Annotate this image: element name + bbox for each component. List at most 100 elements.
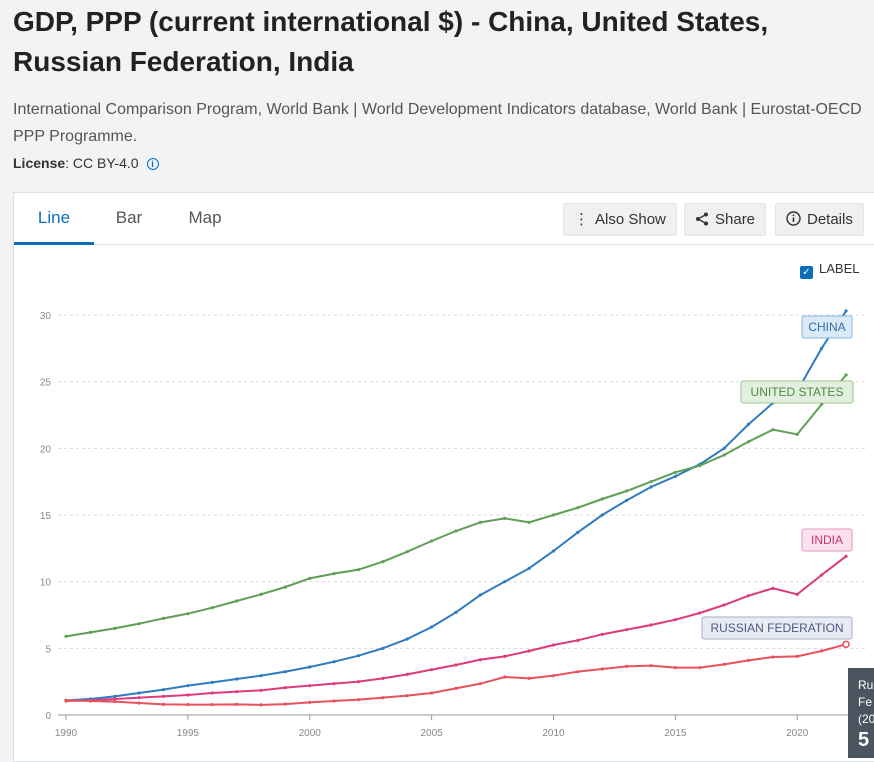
data-point [795,654,799,658]
data-point [186,612,190,616]
data-point [527,566,531,570]
series-label: RUSSIAN FEDERATION [710,621,843,635]
data-point [625,489,629,493]
data-point [113,694,117,698]
series-label: UNITED STATES [751,385,844,399]
data-point [478,682,482,686]
data-point [454,610,458,614]
data-point [64,634,68,638]
data-point [551,513,556,517]
series-label-box [701,616,853,640]
data-point [820,346,824,350]
also-show-label: Also Show [595,211,666,228]
data-point [161,702,166,706]
data-point [454,686,458,690]
data-point [88,699,92,703]
data-point [235,690,239,694]
data-point [673,474,677,478]
data-point [259,674,263,678]
data-point [405,637,409,641]
data-point [356,698,361,702]
data-point [478,658,482,662]
x-tick-label: 1990 [55,728,78,739]
data-point [844,373,848,377]
data-point [356,568,361,572]
x-tick-label: 2020 [786,728,809,739]
data-point [283,686,287,690]
data-point [332,682,336,686]
data-point [771,428,775,432]
data-point [308,665,312,669]
view-tabs: Line Bar Map ⋮ Also Show Share Details [14,193,874,245]
y-tick-label: 25 [40,378,52,389]
data-point [625,498,629,502]
data-point [137,691,141,695]
info-icon[interactable]: i [146,158,159,170]
data-point [746,594,751,598]
tooltip-line-2: Fe [858,695,873,709]
label-checkbox[interactable]: ✓ LABEL [800,261,859,279]
x-tick-label: 2010 [542,728,565,739]
data-point [673,666,677,670]
data-point [722,453,726,457]
data-point [405,672,409,676]
also-show-button[interactable]: ⋮ Also Show [563,203,677,236]
data-point [551,674,556,678]
series-label: INDIA [811,533,843,547]
license-label: License [13,155,66,171]
data-point [308,576,312,580]
y-tick-label: 0 [45,711,51,722]
data-point [600,667,604,671]
data-point [771,586,775,590]
x-tick-label: 2005 [421,728,444,739]
data-point [649,485,653,489]
data-point [649,664,653,668]
data-point [137,622,141,626]
data-point [600,513,604,517]
data-point [332,699,336,703]
data-point [625,628,629,632]
data-point [527,649,531,653]
data-point [308,700,312,704]
data-point [210,691,214,695]
data-point [503,654,507,658]
y-tick-label: 15 [40,511,52,522]
tab-map[interactable]: Map [188,208,222,227]
data-point [820,573,824,577]
data-point [820,649,824,653]
data-point [454,529,458,533]
tab-bar[interactable]: Bar [115,208,143,227]
tab-line[interactable]: Line [14,193,94,245]
data-point [551,643,556,647]
series-label-box [801,315,853,339]
label-toggle-text: LABEL [819,261,860,276]
data-point [478,593,482,597]
data-point [64,698,68,702]
data-point [746,422,751,426]
data-point [722,603,726,607]
data-point [381,696,385,700]
data-point [844,554,848,558]
data-point [137,696,141,700]
data-point [576,638,580,642]
data-point [283,702,287,706]
share-button[interactable]: Share [684,203,767,236]
more-vertical-icon: ⋮ [574,211,589,228]
data-point [698,666,702,670]
details-button[interactable]: Details [775,203,864,236]
tooltip-value: 5 [858,729,870,751]
data-point [673,470,677,474]
y-tick-label: 20 [40,444,52,455]
data-point [356,680,361,684]
data-point [746,440,751,444]
data-point [381,560,385,564]
data-point [527,520,531,524]
series-label-box [801,528,853,552]
data-point [259,703,263,707]
data-point [235,677,239,681]
data-point [161,688,166,692]
data-point [771,655,775,659]
data-point [332,572,336,576]
series-line-united_states [65,374,847,638]
